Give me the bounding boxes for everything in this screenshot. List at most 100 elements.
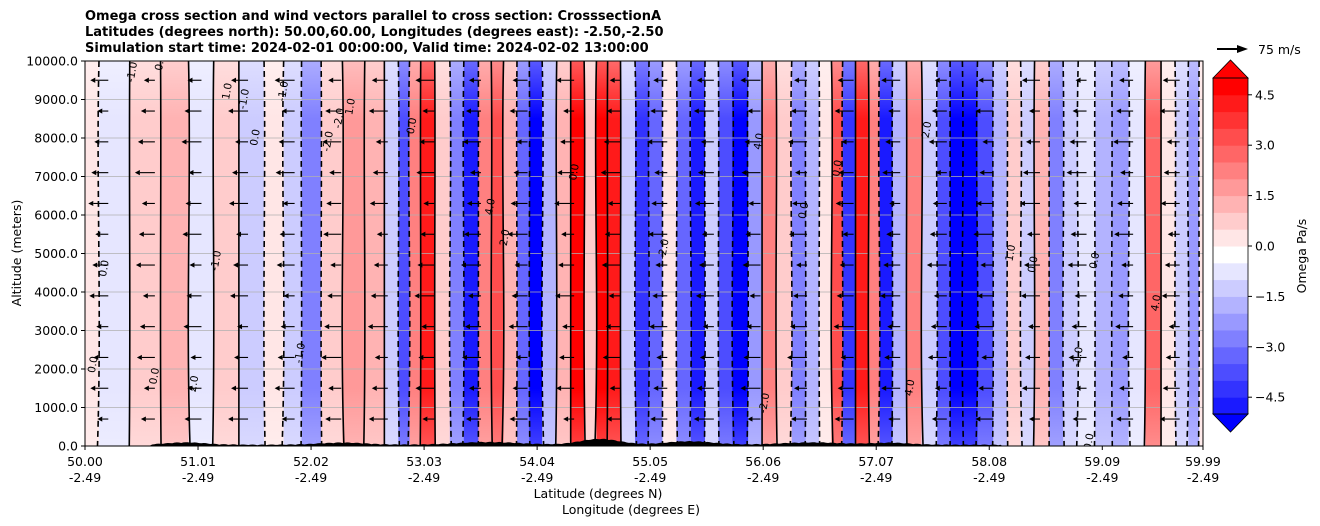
wind-vector-head [1071, 324, 1077, 330]
wind-vector-arrow [140, 108, 155, 114]
quiver-key: 75 m/s [1217, 42, 1301, 57]
wind-vector-head [423, 200, 429, 207]
wind-vector-arrow [372, 170, 388, 176]
wind-vector-head [796, 262, 802, 268]
wind-vector-head [841, 139, 847, 145]
wind-vector-head [512, 77, 518, 83]
wind-vector-arrow [512, 385, 528, 391]
wind-vector-arrow [1075, 77, 1087, 83]
wind-vector-head [653, 385, 659, 391]
wind-vector-arrow [745, 231, 761, 237]
wind-vector-arrow [469, 170, 481, 176]
wind-vector-arrow [888, 108, 901, 114]
wind-vector-head [280, 324, 286, 330]
wind-vector-arrow [90, 77, 109, 83]
wind-vector-head [189, 262, 195, 268]
quiver-key-arrow-head [1237, 45, 1248, 53]
wind-vector-head [94, 139, 100, 145]
contour-label: 0.0 [830, 159, 845, 178]
wind-vector-head [1114, 231, 1120, 237]
wind-vector-arrow [558, 262, 575, 268]
wind-vector-head [515, 354, 521, 361]
wind-vector-arrow [555, 293, 575, 299]
wind-vector-head [1119, 385, 1125, 391]
wind-vector-head [1023, 262, 1029, 268]
wind-vector-arrow [327, 293, 342, 299]
wind-vector-arrow [188, 170, 202, 176]
omega-contour-line [920, 61, 924, 446]
x-tick-label-lon: -2.49 [182, 470, 214, 485]
x-tick-label-lat: 58.08 [971, 454, 1007, 469]
wind-vector-arrow [1162, 385, 1180, 391]
wind-vector-arrow [976, 200, 994, 207]
wind-vector-arrow [134, 170, 155, 176]
wind-vector-arrow [1073, 200, 1087, 207]
wind-vector-arrow [276, 262, 295, 268]
wind-vector-arrow [1119, 385, 1134, 391]
wind-vector-head [606, 416, 612, 422]
wind-vector-head [1027, 324, 1033, 330]
contour-labels: -1.0 0.01.00.0-1.0 -1.0-2.0-2.01.00.04.02.… [86, 61, 1164, 446]
omega-contour-line [501, 61, 505, 446]
wind-vector-head [609, 77, 615, 83]
wind-vector-head [275, 170, 281, 176]
wind-vector-head [279, 231, 285, 237]
wind-vector-head [974, 324, 980, 330]
colorbar-tick-label: −1.5 [1255, 289, 1285, 304]
wind-vector-head [606, 108, 612, 114]
contour-label: 0.0 [1087, 251, 1102, 270]
wind-vector-arrow [928, 139, 947, 145]
y-axis: 0.0 1000.0 2000.0 3000.0 4000.0 5000.0 6000.0 7… [26, 54, 85, 454]
wind-vector-arrow [842, 231, 854, 237]
x-tick-label-lon: -2.49 [295, 470, 327, 485]
wind-vector-arrow [742, 262, 761, 268]
wind-vector-arrow [973, 231, 994, 237]
contour-label: 0.0 [405, 117, 420, 136]
wind-vector-head [97, 108, 103, 114]
wind-vector-head [187, 77, 193, 83]
wind-vector-arrow [462, 139, 481, 145]
colorbar-level [1213, 229, 1248, 247]
wind-vector-head [368, 108, 374, 114]
colorbar-level [1213, 397, 1248, 415]
wind-vector-head [1074, 293, 1080, 299]
wind-vector-arrow [741, 170, 761, 176]
wind-vector-arrow [1025, 139, 1040, 145]
wind-vector-arrow [368, 416, 388, 422]
wind-vector-head [1069, 139, 1075, 145]
wind-vector-head [142, 293, 148, 299]
wind-vector-head [326, 200, 332, 207]
wind-vector-arrow [1028, 416, 1040, 422]
wind-vector-arrow [184, 108, 202, 114]
wind-vector-arrow [700, 139, 714, 145]
wind-vector-head [837, 385, 843, 391]
wind-vector-head [791, 416, 797, 422]
wind-vector-head [509, 416, 515, 422]
contour-label: -2.0 [332, 107, 347, 129]
wind-vector-arrow [931, 416, 947, 422]
wind-vector-head [648, 231, 654, 237]
wind-vector-head [693, 416, 699, 422]
wind-vector-arrow [693, 108, 714, 114]
wind-vector-arrow [1114, 231, 1134, 237]
contour-label: 4.0 [752, 132, 767, 151]
contour-label: -1.0 [293, 342, 308, 364]
omega-contour-line [804, 61, 807, 446]
wind-vector-head [929, 231, 935, 237]
wind-vector-head [790, 324, 796, 330]
wind-vector-arrow [975, 108, 994, 114]
wind-vector-arrow [367, 324, 388, 330]
contour-label: -1.0 [209, 250, 224, 272]
wind-vector-arrow [93, 354, 109, 361]
wind-vector-arrow [1122, 354, 1134, 361]
colorbar: 4.5 3.0 1.5 0.0 −1.5 −3.0 −4.5 [1212, 59, 1285, 433]
wind-vector-head [840, 354, 846, 361]
wind-vector-head [605, 324, 611, 330]
wind-vector-arrow [1167, 231, 1180, 237]
wind-vector-head [792, 200, 798, 207]
wind-vector-head [231, 77, 237, 83]
wind-vector-head [1163, 170, 1169, 176]
wind-vector-arrow [1159, 108, 1180, 114]
wind-vector-arrow [1163, 170, 1180, 176]
